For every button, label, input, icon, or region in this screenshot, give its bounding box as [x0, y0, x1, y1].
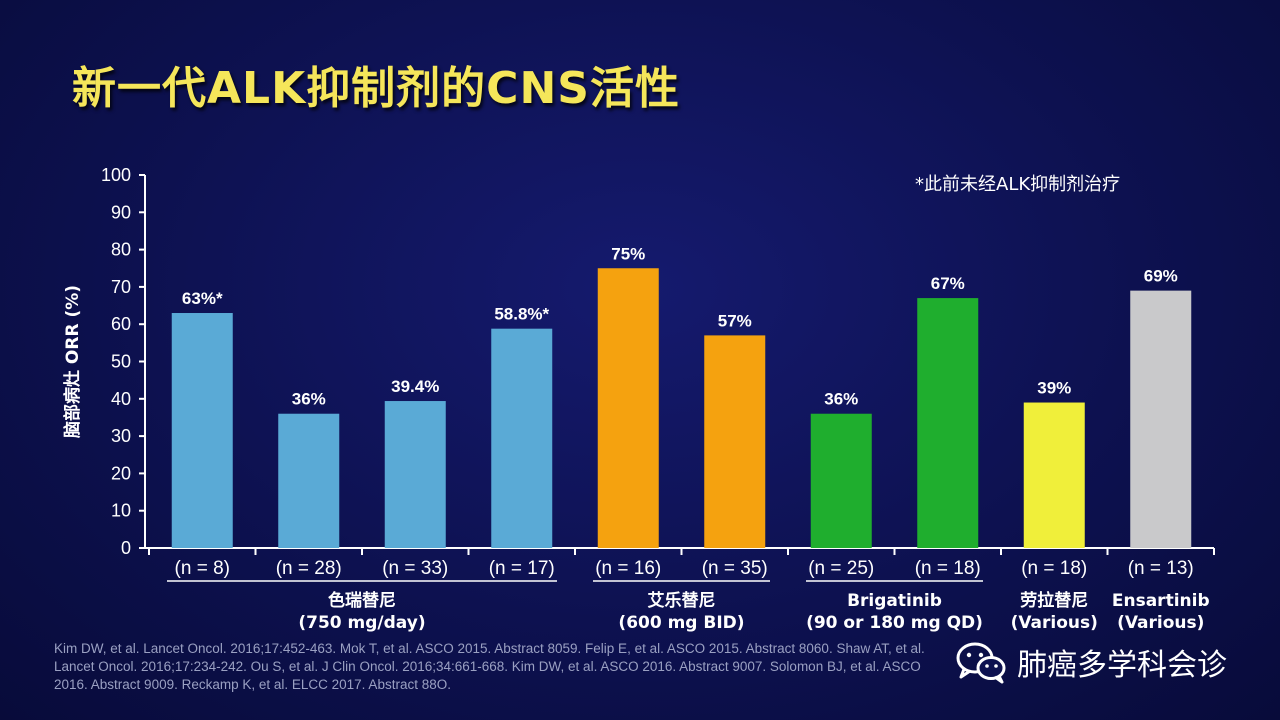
- bar: [810, 413, 872, 548]
- y-tick-label: 20: [111, 463, 131, 483]
- bar-n-label: (n = 18): [915, 558, 981, 579]
- y-axis-label: 脑部病灶 ORR (%): [62, 285, 83, 438]
- bar: [917, 298, 979, 548]
- bar-n-label: (n = 28): [276, 558, 342, 579]
- group-label: (Various): [1011, 613, 1098, 633]
- bar-value-label: 75%: [611, 244, 645, 263]
- bar: [704, 335, 766, 548]
- bar-value-label: 58.8%*: [494, 305, 549, 324]
- y-tick-label: 10: [111, 501, 131, 521]
- bar-value-label: 67%: [931, 274, 965, 293]
- bar: [171, 313, 233, 548]
- bar-value-label: 57%: [718, 311, 752, 330]
- bar-value-label: 39.4%: [391, 377, 439, 396]
- group-label: (Various): [1117, 613, 1204, 633]
- bar: [491, 328, 553, 548]
- watermark: 肺癌多学科会诊: [955, 640, 1227, 684]
- y-tick-label: 40: [111, 389, 131, 409]
- y-tick-label: 60: [111, 314, 131, 334]
- bar: [384, 401, 446, 548]
- group-label: (750 mg/day): [298, 613, 425, 633]
- references: Kim DW, et al. Lancet Oncol. 2016;17:452…: [54, 641, 925, 692]
- bar-n-label: (n = 8): [175, 558, 230, 579]
- y-tick-label: 30: [111, 426, 131, 446]
- bar: [278, 413, 340, 548]
- group-label: Brigatinib: [847, 591, 942, 611]
- group-label: (90 or 180 mg QD): [806, 613, 983, 633]
- bar-n-label: (n = 18): [1021, 558, 1087, 579]
- group-label: (600 mg BID): [618, 613, 744, 633]
- group-label: 色瑞替尼: [328, 590, 396, 611]
- slide-title: 新一代ALK抑制剂的CNS活性: [72, 63, 680, 114]
- bar-value-label: 36%: [824, 390, 858, 409]
- y-tick-label: 0: [121, 538, 131, 558]
- y-tick-label: 70: [111, 277, 131, 297]
- bar-n-label: (n = 35): [702, 558, 768, 579]
- footnote: *此前未经ALK抑制剂治疗: [915, 174, 1121, 195]
- group-label: 艾乐替尼: [648, 590, 716, 611]
- bar: [1130, 290, 1192, 548]
- watermark-text: 肺癌多学科会诊: [1017, 648, 1227, 683]
- group-label: 劳拉替尼: [1020, 590, 1088, 611]
- y-tick-label: 100: [101, 165, 131, 185]
- bar-value-label: 39%: [1037, 379, 1071, 398]
- bar-value-label: 63%*: [182, 289, 223, 308]
- wechat-icon: [956, 642, 1006, 684]
- bar-n-label: (n = 17): [489, 558, 555, 579]
- bar-n-label: (n = 16): [595, 558, 661, 579]
- y-tick-label: 50: [111, 352, 131, 372]
- y-tick-label: 80: [111, 240, 131, 260]
- y-tick-label: 90: [111, 202, 131, 222]
- group-label: Ensartinib: [1112, 591, 1210, 611]
- bar-chart: 0 10 20 30 40 50 60 70 80 90 100 脑部病灶 ORR (%) 63%* (n…: [62, 165, 1210, 633]
- bar-n-label: (n = 25): [808, 558, 874, 579]
- bar-n-label: (n = 33): [382, 558, 448, 579]
- bar-n-label: (n = 13): [1128, 558, 1194, 579]
- bar: [1023, 402, 1085, 548]
- bar-value-label: 36%: [292, 390, 326, 409]
- bar-value-label: 69%: [1144, 267, 1178, 286]
- bar: [597, 268, 659, 548]
